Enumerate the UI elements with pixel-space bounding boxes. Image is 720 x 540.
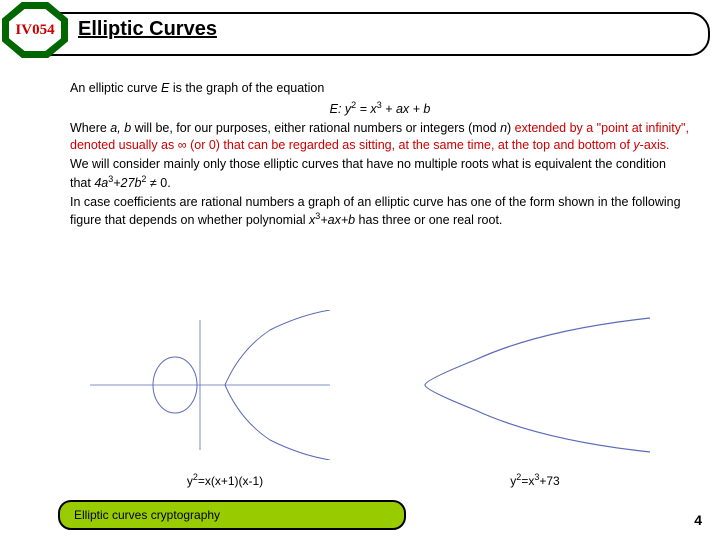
- footer-bar: Elliptic curves cryptography: [58, 500, 406, 530]
- p2c: ): [507, 121, 515, 135]
- p1a: An elliptic curve: [70, 81, 161, 95]
- p2a: Where: [70, 121, 110, 135]
- p3b: +27: [113, 176, 134, 190]
- cond-4a3: 4a: [94, 176, 108, 190]
- curve-1-svg: [70, 310, 350, 460]
- eq-lhs: E: y: [330, 102, 352, 116]
- figures-row: y2=x(x+1)(x-1) y2=x3+73: [70, 310, 690, 470]
- figure-2: y2=x3+73: [380, 310, 690, 470]
- para-4: In case coefficients are rational number…: [70, 194, 690, 230]
- eq-rhs: + ax + b: [382, 102, 431, 116]
- p4c: has three or one real root.: [355, 214, 502, 228]
- footer-text: Elliptic curves cryptography: [74, 508, 220, 522]
- figure-1: y2=x(x+1)(x-1): [70, 310, 380, 470]
- page-title: Elliptic Curves: [78, 18, 217, 41]
- p2e: -axis.: [640, 138, 670, 152]
- curve-2-svg: [380, 310, 660, 460]
- page-number: 4: [694, 512, 702, 528]
- p4b: +ax+b: [320, 214, 355, 228]
- equation: E: y2 = x3 + ax + b: [70, 99, 690, 118]
- para-1: An elliptic curve E is the graph of the …: [70, 80, 690, 97]
- content-block: An elliptic curve E is the graph of the …: [70, 78, 690, 231]
- p1b: is the graph of the equation: [169, 81, 324, 95]
- para-3: We will consider mainly only those ellip…: [70, 156, 690, 192]
- caption-1: y2=x(x+1)(x-1): [70, 472, 380, 488]
- caption-2: y2=x3+73: [380, 472, 690, 488]
- para-2: Where a, b will be, for our purposes, ei…: [70, 120, 690, 154]
- var-ab: a, b: [110, 121, 131, 135]
- p2b: will be, for our purposes, either ration…: [131, 121, 500, 135]
- badge-text: IV054: [15, 22, 54, 39]
- p3c: ≠ 0.: [146, 176, 170, 190]
- eq-mid: = x: [356, 102, 377, 116]
- var-n: n: [500, 121, 507, 135]
